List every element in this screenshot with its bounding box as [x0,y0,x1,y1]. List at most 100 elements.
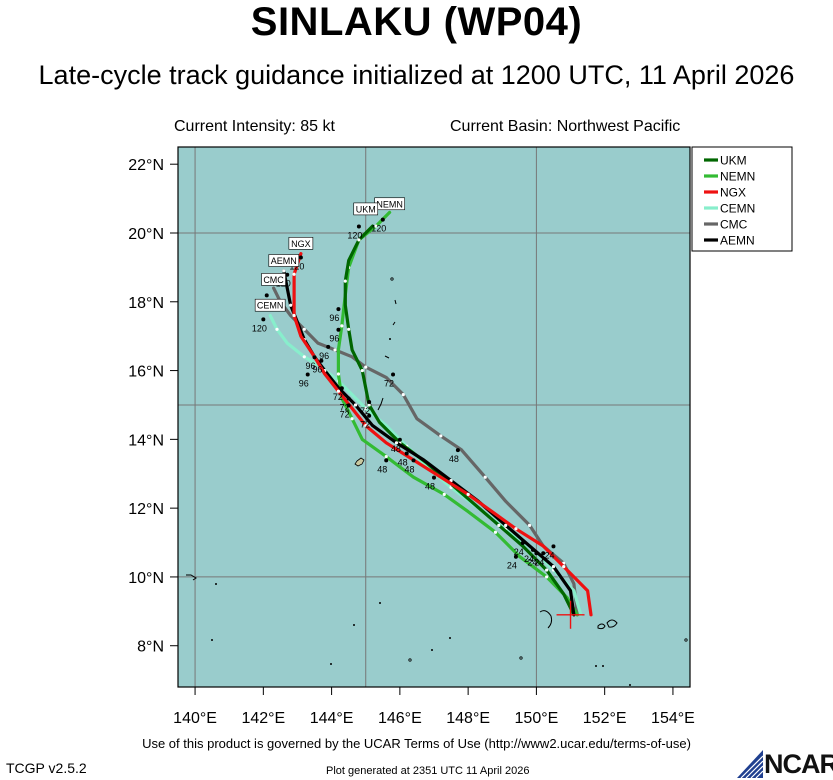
track-map: 24 48 72 96 120 24 48 72 96 120 24 48 72 96 120 24 48 72 9… [128,146,793,727]
forecast-hour-dot [534,551,539,556]
forecast-hour-dot [432,475,436,480]
track-point-cmc [333,348,337,352]
forecast-hour-label: 72 [333,392,343,402]
track-point-ngx [466,492,470,496]
forecast-hour-label: 48 [425,482,435,492]
forecast-hour-dot [520,540,525,545]
forecast-hour-label: 48 [405,464,415,474]
forecast-hour-dot [513,554,518,559]
forecast-hour-dot [319,358,324,363]
guam-island [354,457,365,467]
track-point-nemn [545,575,549,579]
track-end-tag: CEMN [257,301,284,311]
map-frame [177,146,691,688]
track-point-cmc [483,475,487,479]
guidance-subtitle: Late-cycle track guidance initialized at… [38,60,795,90]
forecast-hour-dot [346,396,351,401]
forecast-hour-label: 72 [384,378,394,388]
track-point-nemn [493,530,498,534]
forecast-hour-label: 96 [312,365,322,375]
forecast-hour-label: 96 [299,378,309,388]
track-point-nemn [442,492,446,496]
forecast-hour-dot [356,224,361,229]
lon-tick-label: 146°E [378,710,422,727]
island-dot [211,639,213,641]
forecast-hour-label: 24 [524,554,534,564]
lon-tick-label: 142°E [241,710,285,727]
forecast-hour-label: 96 [306,361,316,371]
track-point-nemn [340,324,344,328]
grid-lines [178,147,690,687]
track-point-ngx [292,313,296,318]
track-point-cmc [302,327,306,331]
axis-ticks: 140°E 142°E 144°E 146°E 148°E 150°E 152°E 154°E… [128,157,695,727]
lat-tick-label: 22°N [128,157,164,174]
lat-tick-label: 14°N [128,432,164,449]
chuuk-reef [539,610,553,629]
version-label: TCGP v2.5.2 [6,760,87,776]
island-dot [629,684,631,686]
forecast-hour-label: 96 [329,313,339,323]
track-point-aemn [551,565,556,569]
forecast-hour-label: 48 [391,444,401,454]
ncar-logo: NCAR [735,746,833,780]
track-end-tag-box [353,202,379,216]
lon-tick-label: 154°E [651,710,695,727]
forecast-hour-label: 96 [319,351,329,361]
lon-tick-label: 152°E [583,710,627,727]
track-point-ukm [497,523,501,527]
track-end-tag-box [288,237,314,250]
forecast-hour-label: 72 [360,406,370,416]
lon-tick-label: 144°E [310,710,354,727]
forecast-hour-label: 24 [527,557,537,567]
forecast-hour-dot [367,399,372,404]
island-dot [519,656,523,660]
forecast-hour-dot [346,403,351,408]
lat-tick-label: 10°N [128,570,164,587]
track-end-tag: AEMN [271,256,297,266]
forecast-hour-label: 120 [347,231,362,241]
ncar-logo-icon [737,750,764,779]
storm-title: SINLAKU (WP04) [250,0,583,44]
legend-entry-aemn: AEMN [720,234,755,248]
lon-tick-label: 148°E [446,710,490,727]
forecast-hour-dot [530,547,535,552]
track-point-aemn [289,303,293,307]
pohnpei-island [606,619,618,628]
lat-tick-label: 12°N [128,501,164,518]
track-end-tag: NEMN [376,199,403,209]
island-outline [392,321,396,326]
forecast-hour-dot [380,217,385,222]
island-dot [449,637,451,639]
current-basin: Current Basin: Northwest Pacific [450,118,681,135]
forecast-hour-labels: 24 48 72 96 120 24 48 72 96 120 24 48 72 96 120 24 48 72 9… [252,197,556,571]
track-point-ngx [364,423,368,428]
forecast-hour-label: 48 [398,458,408,468]
track-point-nemn [384,454,388,459]
legend-entry-cmc: CMC [720,218,748,232]
island-dot [390,277,394,281]
lat-tick-label: 20°N [128,226,164,243]
legend-entry-nemn: NEMN [720,170,755,184]
forecast-hour-dot [391,372,396,377]
forecast-hour-label: 120 [252,323,267,333]
track-end-tag-box [261,273,286,286]
track-point-nemn [336,372,341,376]
track-point-ukm [357,238,361,242]
forecast-hour-label: 72 [340,409,350,419]
forecast-hour-dot [285,272,290,277]
track-point-cemn [364,406,368,411]
yap-island [186,574,197,581]
track-point-cmc [401,393,405,397]
lon-tick-label: 150°E [515,710,559,727]
track-point-ukm [360,368,364,373]
track-point-cmc [439,434,443,438]
track-point-ukm [343,279,347,283]
track-point-aemn [282,269,286,273]
forecast-hour-label: 24 [514,547,524,557]
island-outline [384,355,390,359]
track-point-ngx [336,389,341,393]
lat-tick-label: 8°N [137,639,164,656]
legend-box [691,146,793,252]
track-line-ngx [292,252,593,617]
